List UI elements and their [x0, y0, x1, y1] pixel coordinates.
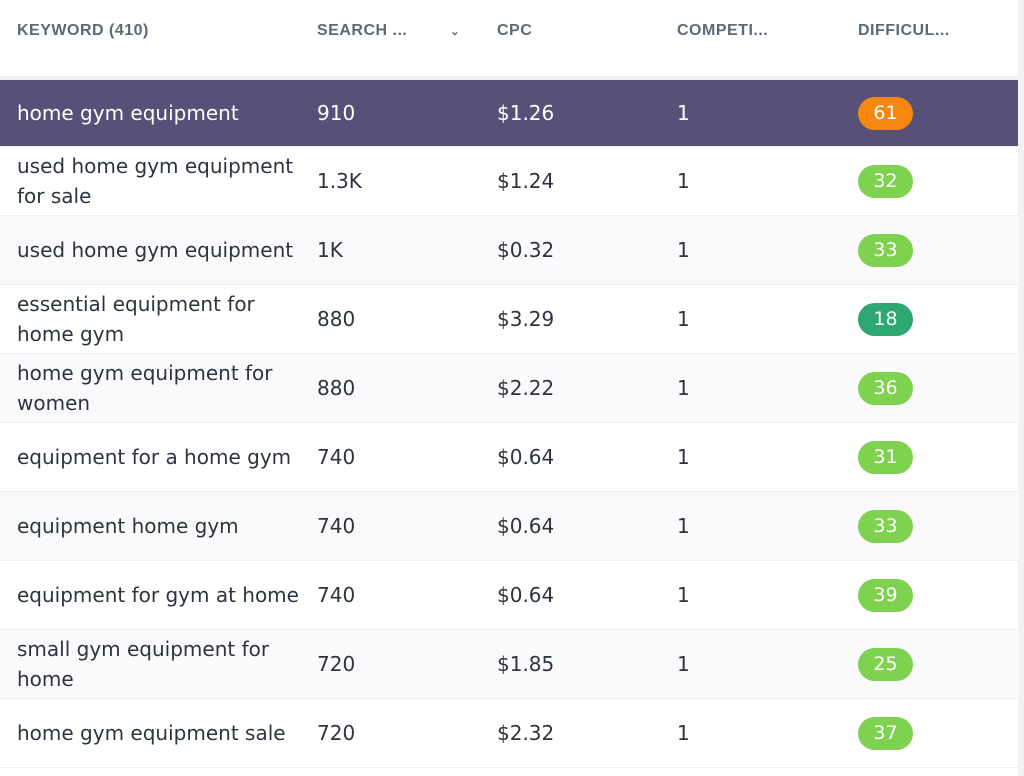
header-label: COMPETI... [677, 22, 769, 39]
cpc-cell: $2.32 [497, 721, 555, 745]
difficulty-cell: 61 [841, 96, 1018, 130]
difficulty-cell: 32 [841, 164, 1018, 198]
competition-cell: 1 [677, 169, 690, 193]
table-header: KEYWORD (410) SEARCH ... ⌄ CPC COMPETI...… [0, 0, 1018, 80]
cpc-cell: $0.64 [497, 445, 555, 469]
column-header-keyword[interactable]: KEYWORD (410) [0, 0, 300, 40]
keyword-cell: equipment for a home gym [17, 445, 292, 469]
keyword-cell: equipment home gym [17, 514, 239, 538]
difficulty-badge: 36 [858, 371, 913, 405]
competition-cell: 1 [677, 652, 690, 676]
table-row[interactable]: essential equipment for home gym 880 $3.29… [0, 285, 1018, 354]
difficulty-cell: 18 [841, 302, 1018, 336]
scrollbar-track[interactable] [1018, 0, 1024, 776]
cpc-cell: $1.85 [497, 652, 555, 676]
cpc-cell: $2.22 [497, 376, 555, 400]
difficulty-badge: 25 [858, 647, 913, 681]
cpc-cell: $0.64 [497, 583, 555, 607]
search-volume-cell: 1K [317, 238, 343, 262]
search-volume-cell: 880 [317, 307, 356, 331]
search-volume-cell: 720 [317, 721, 356, 745]
table-row[interactable]: small gym equipment for home 720 $1.85 1 25 [0, 630, 1018, 699]
column-header-cpc[interactable]: CPC [480, 0, 660, 40]
cpc-cell: $3.29 [497, 307, 555, 331]
competition-cell: 1 [677, 514, 690, 538]
competition-cell: 1 [677, 101, 690, 125]
table-row[interactable]: equipment for a home gym 740 $0.64 1 31 [0, 423, 1018, 492]
difficulty-cell: 31 [841, 440, 1018, 474]
competition-cell: 1 [677, 583, 690, 607]
difficulty-badge: 18 [858, 302, 913, 336]
table-row[interactable]: home gym equipment for women 880 $2.22 1 36 [0, 354, 1018, 423]
header-label: DIFFICUL... [858, 22, 950, 39]
competition-cell: 1 [677, 238, 690, 262]
difficulty-cell: 33 [841, 233, 1018, 267]
competition-cell: 1 [677, 445, 690, 469]
difficulty-badge: 37 [858, 716, 913, 750]
header-label: SEARCH ... [317, 22, 408, 39]
difficulty-cell: 39 [841, 578, 1018, 612]
keyword-cell: used home gym equipment for sale [17, 154, 294, 208]
search-volume-cell: 910 [317, 101, 356, 125]
search-volume-cell: 740 [317, 514, 356, 538]
keyword-cell: home gym equipment sale [17, 721, 286, 745]
table-row[interactable]: home gym equipment 910 $1.26 1 61 [0, 80, 1018, 147]
difficulty-badge: 31 [858, 440, 913, 474]
difficulty-badge: 61 [858, 96, 913, 130]
difficulty-cell: 37 [841, 716, 1018, 750]
table-row[interactable]: equipment for gym at home 740 $0.64 1 39 [0, 561, 1018, 630]
search-volume-cell: 880 [317, 376, 356, 400]
header-label: KEYWORD (410) [17, 22, 149, 39]
table-row[interactable]: used home gym equipment for sale 1.3K $1.2… [0, 147, 1018, 216]
keyword-cell: home gym equipment for women [17, 361, 273, 415]
difficulty-cell: 33 [841, 509, 1018, 543]
column-header-difficulty[interactable]: DIFFICUL... [841, 0, 1018, 40]
difficulty-badge: 33 [858, 509, 913, 543]
competition-cell: 1 [677, 307, 690, 331]
table-row[interactable]: equipment home gym 740 $0.64 1 33 [0, 492, 1018, 561]
difficulty-cell: 25 [841, 647, 1018, 681]
keyword-cell: essential equipment for home gym [17, 292, 255, 346]
cpc-cell: $0.32 [497, 238, 555, 262]
search-volume-cell: 1.3K [317, 169, 362, 193]
chevron-down-icon[interactable]: ⌄ [450, 25, 460, 38]
competition-cell: 1 [677, 721, 690, 745]
cpc-cell: $1.24 [497, 169, 555, 193]
difficulty-badge: 32 [858, 164, 913, 198]
keyword-cell: equipment for gym at home [17, 583, 299, 607]
competition-cell: 1 [677, 376, 690, 400]
keyword-cell: small gym equipment for home [17, 637, 270, 691]
difficulty-cell: 36 [841, 371, 1018, 405]
cpc-cell: $0.64 [497, 514, 555, 538]
keyword-cell: used home gym equipment [17, 238, 294, 262]
cpc-cell: $1.26 [497, 101, 555, 125]
search-volume-cell: 720 [317, 652, 356, 676]
table-row[interactable]: home gym equipment sale 720 $2.32 1 37 [0, 699, 1018, 768]
keyword-cell: home gym equipment [17, 101, 239, 125]
header-label: CPC [497, 22, 533, 39]
search-volume-cell: 740 [317, 583, 356, 607]
column-header-search-volume[interactable]: SEARCH ... ⌄ [300, 0, 480, 40]
table-row[interactable]: used home gym equipment 1K $0.32 1 33 [0, 216, 1018, 285]
table-body: home gym equipment 910 $1.26 1 61 used home g… [0, 80, 1018, 768]
column-header-competition[interactable]: COMPETI... [660, 0, 841, 40]
difficulty-badge: 39 [858, 578, 913, 612]
difficulty-badge: 33 [858, 233, 913, 267]
search-volume-cell: 740 [317, 445, 356, 469]
